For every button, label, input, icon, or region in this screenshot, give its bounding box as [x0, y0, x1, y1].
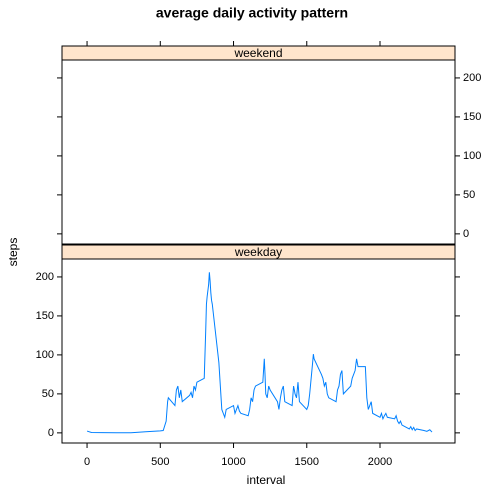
x-tick-label: 500	[151, 456, 169, 468]
panel	[61, 59, 456, 245]
y-tick-label: 200	[463, 72, 481, 84]
y-tick-label: 200	[36, 271, 54, 283]
y-tick-label: 50	[42, 388, 54, 400]
y-tick-label: 50	[463, 189, 475, 201]
strip-label: weekday	[234, 245, 282, 259]
chart-title: average daily activity pattern	[156, 5, 348, 21]
x-axis-label: interval	[247, 473, 286, 487]
x-tick-label: 1000	[221, 456, 245, 468]
x-tick-label: 2000	[368, 456, 392, 468]
y-tick-label: 100	[36, 349, 54, 361]
y-tick-label: 0	[463, 228, 469, 240]
y-tick-label: 0	[48, 427, 54, 439]
strip-label: weekend	[233, 46, 282, 60]
x-tick-label: 1500	[295, 456, 319, 468]
y-tick-label: 150	[463, 111, 481, 123]
y-tick-label: 150	[36, 310, 54, 322]
y-axis-label: steps	[6, 238, 20, 267]
panel	[61, 258, 456, 444]
x-tick-label: 0	[84, 456, 90, 468]
line	[86, 272, 433, 434]
y-tick-label: 100	[463, 150, 481, 162]
